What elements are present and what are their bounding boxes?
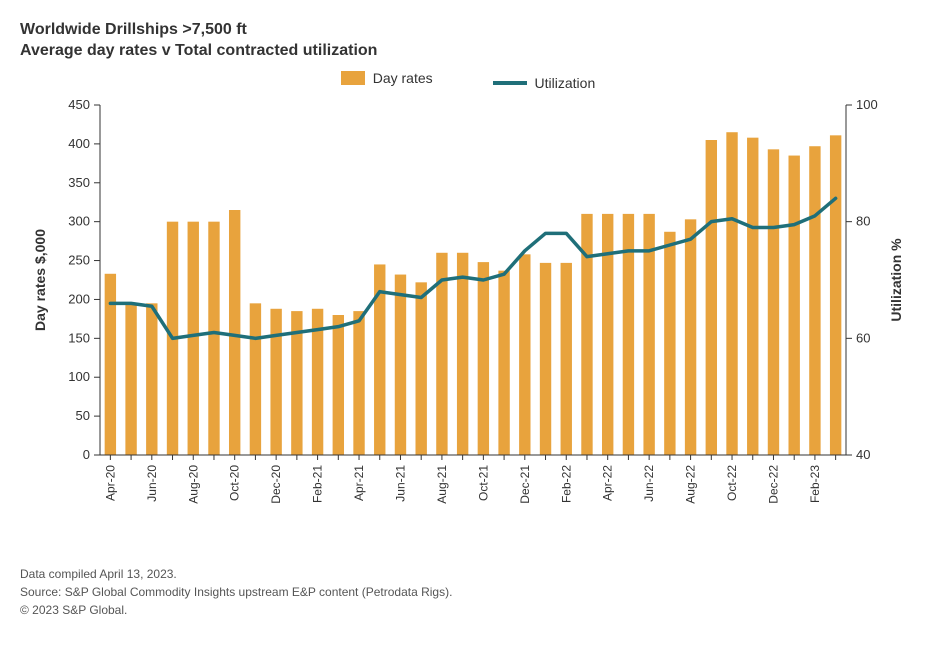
x-tick-label: Apr-21 — [352, 464, 366, 500]
bar — [415, 282, 426, 455]
x-tick-label: Apr-22 — [601, 464, 615, 500]
bar — [664, 231, 675, 454]
x-tick-label: Oct-20 — [228, 464, 242, 500]
x-tick-label: Feb-23 — [808, 464, 822, 502]
y-left-tick: 150 — [68, 330, 90, 345]
bar — [457, 252, 468, 454]
bar — [830, 135, 841, 455]
bar — [250, 303, 261, 455]
chart-title-line2: Average day rates v Total contracted uti… — [20, 41, 916, 62]
bar — [706, 140, 717, 455]
footnote-line1: Data compiled April 13, 2023. — [20, 565, 916, 583]
bar — [478, 262, 489, 455]
chart-title-line1: Worldwide Drillships >7,500 ft — [20, 20, 916, 41]
y-right-tick: 60 — [856, 330, 870, 345]
bar — [602, 213, 613, 454]
bar — [747, 137, 758, 454]
bar — [685, 219, 696, 455]
x-tick-label: Aug-21 — [435, 464, 449, 503]
x-tick-label: Jun-21 — [393, 464, 407, 501]
bar — [809, 146, 820, 455]
x-tick-label: Feb-22 — [559, 464, 573, 502]
y-right-tick: 100 — [856, 97, 878, 112]
bar — [208, 221, 219, 454]
y-left-tick: 450 — [68, 97, 90, 112]
y-left-tick: 0 — [83, 447, 90, 462]
y-right-tick: 40 — [856, 447, 870, 462]
bar — [333, 315, 344, 455]
chart-container: Worldwide Drillships >7,500 ft Average d… — [20, 20, 916, 619]
x-tick-label: Jun-20 — [145, 464, 159, 501]
y-left-tick: 200 — [68, 291, 90, 306]
x-tick-label: Dec-20 — [269, 464, 283, 503]
x-tick-label: Feb-21 — [311, 464, 325, 502]
legend-item-line: Utilization — [493, 75, 596, 91]
legend-line-label: Utilization — [535, 75, 596, 91]
chart-title-block: Worldwide Drillships >7,500 ft Average d… — [20, 20, 916, 62]
y-right-axis-label: Utilization % — [888, 237, 904, 321]
legend-item-bars: Day rates — [341, 70, 433, 86]
y-left-tick: 400 — [68, 135, 90, 150]
bar — [125, 303, 136, 455]
bar — [519, 254, 530, 455]
x-tick-label: Oct-21 — [476, 464, 490, 500]
y-left-tick: 250 — [68, 252, 90, 267]
bar — [105, 273, 116, 454]
footnote-line3: © 2023 S&P Global. — [20, 601, 916, 619]
bar — [498, 270, 509, 454]
bar — [146, 303, 157, 455]
footnote-line2: Source: S&P Global Commodity Insights up… — [20, 583, 916, 601]
legend-swatch-bar — [341, 71, 365, 85]
chart-footnotes: Data compiled April 13, 2023. Source: S&… — [20, 565, 916, 619]
y-left-tick: 50 — [76, 408, 90, 423]
y-right-tick: 80 — [856, 213, 870, 228]
bar — [188, 221, 199, 454]
x-tick-label: Oct-22 — [725, 464, 739, 500]
x-tick-label: Dec-21 — [518, 464, 532, 503]
bar — [788, 155, 799, 454]
legend-bars-label: Day rates — [373, 70, 433, 86]
chart-svg: 0 50 100 150 200 250 300 350 400 450 40 60 80 100 Apr-… — [20, 95, 916, 555]
y-left-tick: 300 — [68, 213, 90, 228]
x-tick-label: Jun-22 — [642, 464, 656, 501]
bar — [229, 210, 240, 455]
bar — [561, 262, 572, 454]
legend-swatch-line — [493, 81, 527, 85]
x-tick-label: Aug-22 — [684, 464, 698, 503]
y-left-axis-label: Day rates $,000 — [32, 228, 48, 330]
y-left-tick: 100 — [68, 369, 90, 384]
bar — [270, 308, 281, 454]
bar — [353, 311, 364, 455]
bar — [395, 274, 406, 454]
x-tick-label: Aug-20 — [186, 464, 200, 503]
y-left-tick: 350 — [68, 174, 90, 189]
x-tick-label: Dec-22 — [766, 464, 780, 503]
bar — [540, 262, 551, 454]
bar — [768, 149, 779, 455]
x-tick-label: Apr-20 — [103, 464, 117, 500]
bar — [726, 132, 737, 455]
chart-legend: Day rates Utilization — [20, 70, 916, 91]
